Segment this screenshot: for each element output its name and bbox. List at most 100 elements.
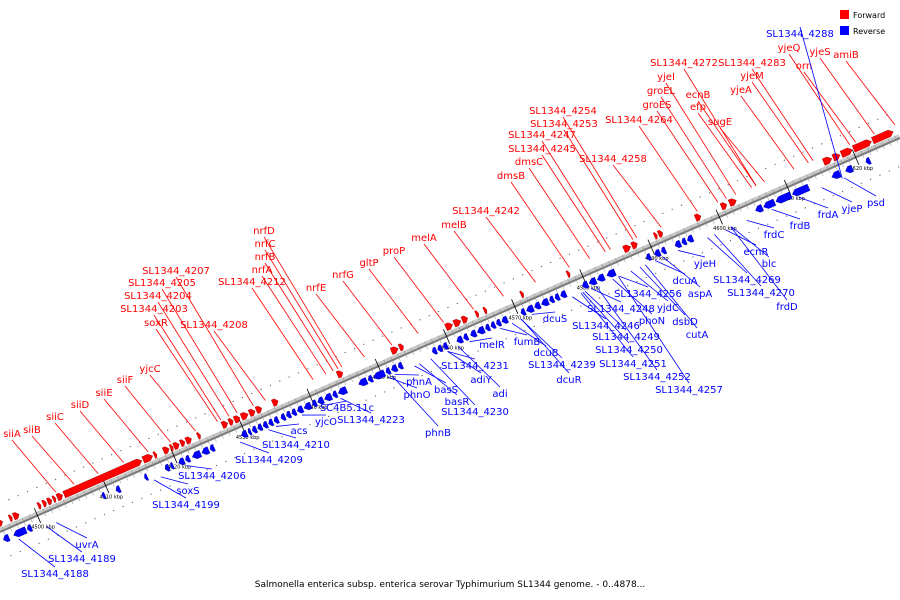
axis-tick	[185, 446, 190, 454]
forward-gene	[220, 420, 228, 429]
axis-tick	[328, 383, 333, 391]
reverse-gene	[526, 304, 535, 313]
reverse-gene-label-connector	[511, 322, 547, 347]
axis-tick	[206, 437, 210, 445]
axis-tick	[812, 171, 817, 180]
forward-gene	[161, 446, 170, 455]
forward-gene	[62, 458, 143, 499]
reverse-gene	[490, 321, 497, 329]
forward-gene-label-connector	[31, 435, 75, 485]
reverse-gene-label-connector	[430, 358, 476, 406]
axis-tick	[874, 144, 878, 153]
reverse-gene-label-connector	[56, 522, 88, 539]
axis-tick	[567, 279, 572, 287]
forward-gene	[152, 451, 158, 459]
reverse-gene-label: SL1344_4288	[766, 29, 834, 40]
forward-gene-label: yjcC	[139, 364, 160, 375]
reverse-gene-label-connector	[388, 376, 418, 389]
forward-gene	[871, 129, 894, 145]
axis-tick	[511, 299, 519, 315]
axis-tick	[806, 174, 810, 183]
forward-gene	[168, 444, 174, 452]
forward-gene-label-connector	[803, 71, 856, 143]
reverse-gene-label-connector	[531, 311, 556, 315]
axis-tick-label: 4540 kbp	[304, 405, 328, 411]
axis-tick	[744, 201, 749, 209]
reverse-gene-label: basS	[434, 385, 458, 396]
forward-gene	[565, 270, 571, 278]
reverse-gene	[470, 329, 478, 338]
reverse-gene-label-connector	[654, 260, 686, 275]
axis-tick	[792, 180, 797, 189]
reverse-gene	[115, 485, 122, 494]
axis-tick	[478, 317, 483, 326]
reverse-gene-label-connector	[458, 346, 501, 388]
reverse-gene	[391, 364, 399, 373]
reverse-gene-label-connector	[268, 429, 297, 439]
axis-tick	[601, 264, 606, 272]
forward-gene	[693, 213, 702, 222]
forward-gene-label: soxR	[144, 318, 168, 329]
axis-tick	[90, 487, 94, 496]
axis-tick	[260, 413, 265, 421]
reverse-gene-label: adiY	[470, 375, 492, 386]
forward-gene-label: ecnB	[686, 90, 711, 101]
axis-tick	[840, 159, 844, 168]
reverse-gene-label: cutA	[686, 330, 709, 341]
forward-gene-label: SL1344_4207	[142, 266, 210, 277]
axis-tick	[274, 407, 278, 415]
axis-tick	[465, 323, 469, 332]
axis-tick	[22, 517, 26, 526]
reverse-gene	[845, 164, 854, 174]
reverse-gene	[3, 533, 11, 543]
axis-tick	[731, 207, 735, 215]
reverse-gene	[303, 401, 313, 411]
forward-gene-label: siiA	[3, 429, 21, 440]
forward-gene-label: yjeS	[809, 47, 830, 58]
reverse-gene-label: frdD	[776, 302, 798, 313]
axis-tick	[656, 240, 660, 248]
forward-gene-label-connector	[153, 314, 222, 421]
forward-gene-label: melB	[441, 220, 467, 231]
reverse-gene-label: SL1344_4209	[235, 455, 303, 466]
forward-gene-label: proP	[383, 246, 405, 257]
reverse-gene-label-connector	[572, 296, 607, 320]
forward-gene-label-connector	[124, 385, 171, 443]
axis-tick	[628, 252, 633, 260]
reverse-gene-label: frdB	[790, 221, 811, 232]
axis-tick	[547, 287, 551, 296]
axis-tick-label: 4520 kbp	[168, 465, 192, 471]
axis-tick	[715, 209, 723, 225]
reverse-gene	[268, 418, 275, 427]
reverse-gene-label-connector	[662, 256, 701, 288]
reverse-gene	[373, 369, 387, 380]
forward-gene-label: siiE	[95, 388, 112, 399]
forward-gene	[630, 241, 638, 250]
axis-tick	[69, 496, 74, 505]
forward-gene-label-connector	[845, 60, 896, 126]
forward-gene-label-connector	[261, 275, 327, 375]
axis-tick	[847, 156, 851, 165]
axis-tick	[519, 299, 524, 308]
reverse-gene-label: SL1344_4270	[727, 288, 795, 299]
forward-gene	[254, 405, 263, 414]
forward-gene-label-connector	[175, 276, 254, 407]
reverse-gene	[280, 413, 287, 421]
reverse-gene-label-connector	[707, 237, 748, 274]
forward-gene	[55, 492, 63, 502]
axis-tick	[212, 434, 217, 442]
reverse-gene-label-connector	[630, 270, 669, 302]
reverse-gene-label: SL1344_4231	[441, 361, 509, 372]
axis-tick	[49, 505, 53, 514]
reverse-gene	[201, 446, 211, 455]
axis-tick	[574, 276, 578, 284]
forward-gene-label: sugE	[708, 117, 732, 128]
reverse-gene	[654, 248, 662, 257]
reverse-gene	[144, 473, 149, 481]
axis-tick-label: 4500 kbp	[31, 524, 55, 530]
reverse-gene-label: dcuB	[533, 348, 558, 359]
forward-gene-label-connector	[423, 243, 474, 310]
reverse-gene	[27, 524, 34, 532]
axis-tick	[137, 467, 142, 475]
forward-gene-label-connector	[541, 140, 611, 250]
